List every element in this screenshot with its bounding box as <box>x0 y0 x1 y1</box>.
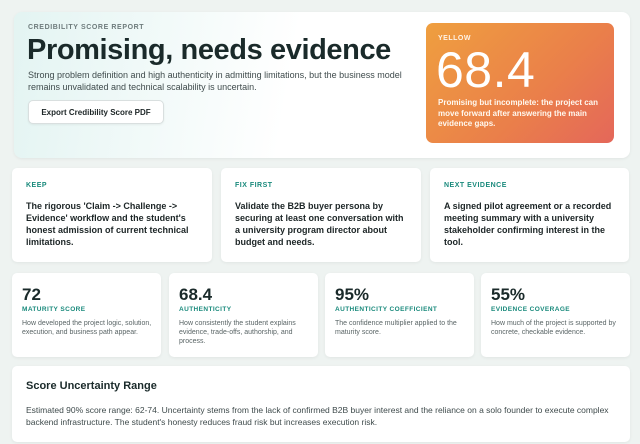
next-evidence-text: A signed pilot agreement or a recorded m… <box>444 201 612 247</box>
keep-heading: KEEP <box>26 182 48 189</box>
metric-card-authenticity: 68.4 AUTHENTICITY How consistently the s… <box>169 273 318 357</box>
export-pdf-button[interactable]: Export Credibility Score PDF <box>28 100 164 124</box>
keep-card: KEEP The rigorous 'Claim -> Challenge ->… <box>12 168 212 262</box>
page-title: Promising, needs evidence <box>27 34 391 66</box>
fix-first-card: FIX FIRST Validate the B2B buyer persona… <box>221 168 421 262</box>
keep-text: The rigorous 'Claim -> Challenge -> Evid… <box>26 201 189 247</box>
score-description: Promising but incomplete: the project ca… <box>438 98 599 128</box>
maturity-score-description: How developed the project logic, solutio… <box>22 320 152 336</box>
evidence-coverage-value: 55% <box>491 285 526 304</box>
report-eyebrow: CREDIBILITY SCORE REPORT <box>28 24 145 31</box>
authenticity-label: AUTHENTICITY <box>179 306 232 313</box>
metric-card-evidence-coverage: 55% EVIDENCE COVERAGE How much of the pr… <box>481 273 630 357</box>
maturity-score-value: 72 <box>22 285 41 304</box>
uncertainty-card: Score Uncertainty Range Estimated 90% sc… <box>12 366 630 442</box>
score-value: 68.4 <box>436 42 536 98</box>
evidence-coverage-description: How much of the project is supported by … <box>491 320 616 336</box>
authenticity-coefficient-value: 95% <box>335 285 370 304</box>
authenticity-value: 68.4 <box>179 285 213 304</box>
authenticity-coefficient-label: AUTHENTICITY COEFFICIENT <box>335 306 438 313</box>
fix-first-heading: FIX FIRST <box>235 182 273 189</box>
uncertainty-description: Estimated 90% score range: 62-74. Uncert… <box>26 405 609 427</box>
metric-card-maturity: 72 MATURITY SCORE How developed the proj… <box>12 273 161 357</box>
authenticity-coefficient-description: The confidence multiplier applied to the… <box>335 320 457 336</box>
report-summary: Strong problem definition and high authe… <box>28 70 402 92</box>
score-status-label: YELLOW <box>438 35 471 42</box>
fix-first-text: Validate the B2B buyer persona by securi… <box>235 201 404 247</box>
score-card: YELLOW 68.4 Promising but incomplete: th… <box>426 23 614 143</box>
next-evidence-card: NEXT EVIDENCE A signed pilot agreement o… <box>430 168 629 262</box>
metric-card-authenticity-coefficient: 95% AUTHENTICITY COEFFICIENT The confide… <box>325 273 474 357</box>
next-evidence-heading: NEXT EVIDENCE <box>444 182 507 189</box>
evidence-coverage-label: EVIDENCE COVERAGE <box>491 306 571 313</box>
authenticity-description: How consistently the student explains ev… <box>179 320 296 345</box>
maturity-score-label: MATURITY SCORE <box>22 306 86 313</box>
uncertainty-title: Score Uncertainty Range <box>26 380 157 392</box>
